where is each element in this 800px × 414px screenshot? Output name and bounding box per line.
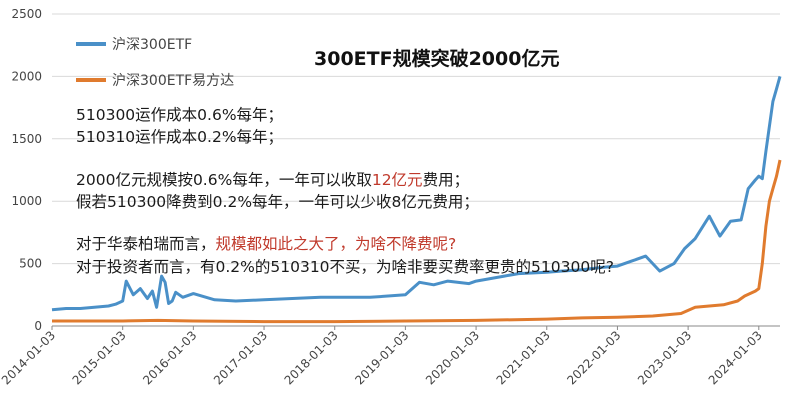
x-tick-label: 2024-01-03 <box>706 328 765 387</box>
y-tick-label: 2500 <box>11 7 42 21</box>
y-axis: 0 500 1000 1500 2000 2500 <box>11 7 42 333</box>
x-tick-label: 2016-01-03 <box>140 328 199 387</box>
legend-label-hs300etf-efund: 沪深300ETF易方达 <box>112 73 234 89</box>
x-tick-label: 2017-01-03 <box>211 328 270 387</box>
note-line-3-highlight: 12亿元 <box>372 171 423 189</box>
legend: 沪深300ETF 沪深300ETF易方达 <box>76 37 234 89</box>
x-tick-label: 2019-01-03 <box>352 328 411 387</box>
note-line-1: 510300运作成本0.6%每年； <box>76 106 283 124</box>
x-tick-label: 2014-01-03 <box>0 328 58 387</box>
series-line-hs300etf <box>51 75 782 312</box>
annotation-notes: 510300运作成本0.6%每年； 510310运作成本0.2%每年； 2000… <box>76 106 614 276</box>
series-lines <box>51 75 782 324</box>
x-tick-label: 2022-01-03 <box>564 328 623 387</box>
chart-title: 300ETF规模突破2000亿元 <box>314 47 559 70</box>
x-tick-label: 2018-01-03 <box>282 328 341 387</box>
note-line-4: 假若510300降费到0.2%每年，一年可以少收8亿元费用； <box>76 193 479 211</box>
x-tick-label: 2021-01-03 <box>494 328 553 387</box>
y-tick-label: 0 <box>34 319 42 333</box>
note-line-5: 对于华泰柏瑞而言，规模都如此之大了，为啥不降费呢? <box>76 235 456 253</box>
gridlines <box>52 13 780 327</box>
x-tick-label: 2015-01-03 <box>70 328 129 387</box>
note-line-3: 2000亿元规模按0.6%每年，一年可以收取12亿元费用； <box>76 171 469 189</box>
note-line-5-a: 对于华泰柏瑞而言， <box>76 235 216 253</box>
y-tick-label: 1000 <box>11 194 42 208</box>
x-axis: 2014-01-03 2015-01-03 2016-01-03 2017-01-03… <box>0 326 765 387</box>
y-tick-label: 500 <box>19 257 42 271</box>
series-line-hs300etf-efund <box>52 159 782 324</box>
note-line-3-a: 2000亿元规模按0.6%每年，一年可以收取 <box>76 171 372 189</box>
y-tick-label: 2000 <box>11 69 42 83</box>
note-line-5-highlight: 规模都如此之大了，为啥不降费呢? <box>216 235 457 253</box>
note-line-2: 510310运作成本0.2%每年； <box>76 128 283 146</box>
legend-label-hs300etf: 沪深300ETF <box>112 37 192 53</box>
note-line-3-c: 费用； <box>423 171 470 189</box>
y-tick-label: 1500 <box>11 132 42 146</box>
x-tick-label: 2020-01-03 <box>423 328 482 387</box>
x-tick-label: 2023-01-03 <box>635 328 694 387</box>
note-line-6: 对于投资者而言，有0.2%的510310不买，为啥非要买费率更贵的510300呢… <box>76 258 614 276</box>
